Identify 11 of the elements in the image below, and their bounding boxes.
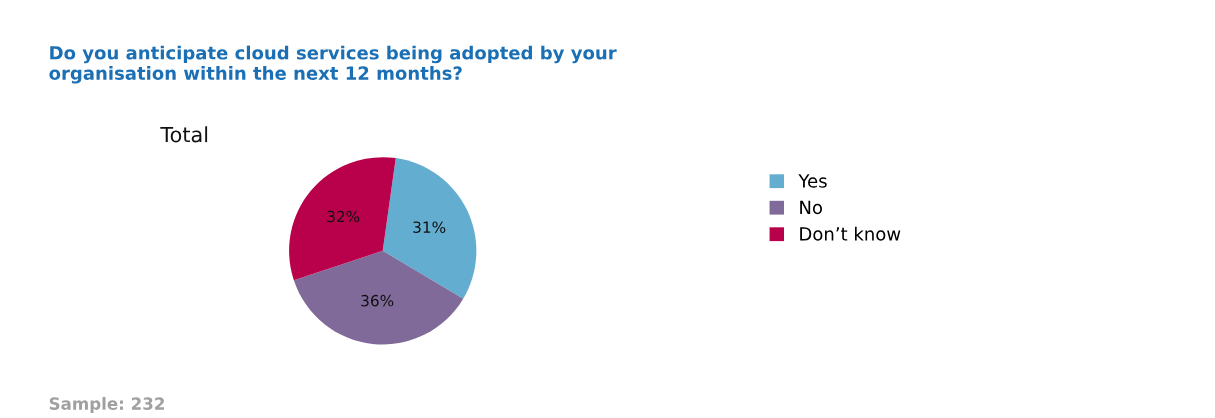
legend-label: No: [800, 200, 823, 215]
pie-slice: [289, 157, 396, 281]
legend-label: Yes: [798, 174, 827, 188]
chart-subtitle: Total: [160, 126, 208, 143]
pie-slice: [293, 250, 464, 345]
chart-title: Do you anticipate cloud services being adopted by your organisation within the next 12 months?: [49, 45, 617, 84]
data-label: 32%: [327, 210, 360, 223]
data-label: 36%: [361, 294, 394, 307]
data-label: 31%: [413, 221, 446, 233]
text: Sample: 232: [49, 396, 164, 414]
legend-label: Don’t know: [800, 226, 901, 241]
